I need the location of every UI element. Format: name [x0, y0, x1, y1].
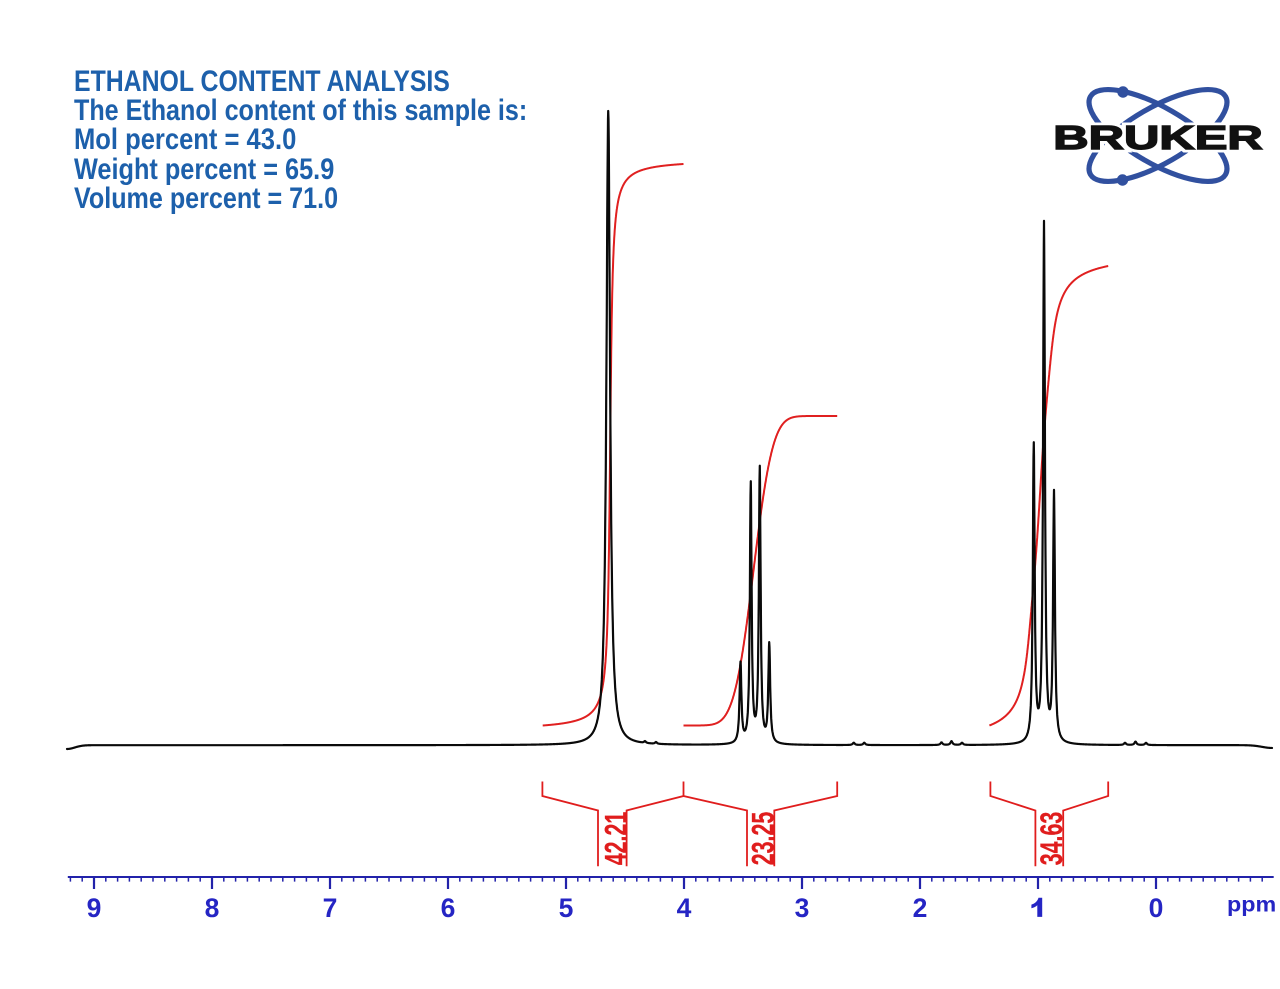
- svg-text:9: 9: [87, 893, 102, 923]
- svg-text:4: 4: [677, 893, 692, 923]
- svg-text:BRUKER: BRUKER: [1053, 119, 1263, 156]
- svg-text:0: 0: [1149, 893, 1164, 923]
- svg-text:34.63: 34.63: [1034, 812, 1069, 865]
- svg-text:ppm: ppm: [1227, 893, 1276, 917]
- svg-text:3: 3: [795, 893, 810, 923]
- svg-text:BRUKER: BRUKER: [1053, 119, 1263, 156]
- svg-text:6: 6: [441, 893, 456, 923]
- svg-text:7: 7: [323, 893, 338, 923]
- svg-text:42.21: 42.21: [598, 812, 633, 865]
- svg-text:8: 8: [205, 893, 220, 923]
- svg-text:23.25: 23.25: [745, 812, 780, 865]
- svg-text:2: 2: [913, 893, 928, 923]
- svg-text:5: 5: [559, 893, 574, 923]
